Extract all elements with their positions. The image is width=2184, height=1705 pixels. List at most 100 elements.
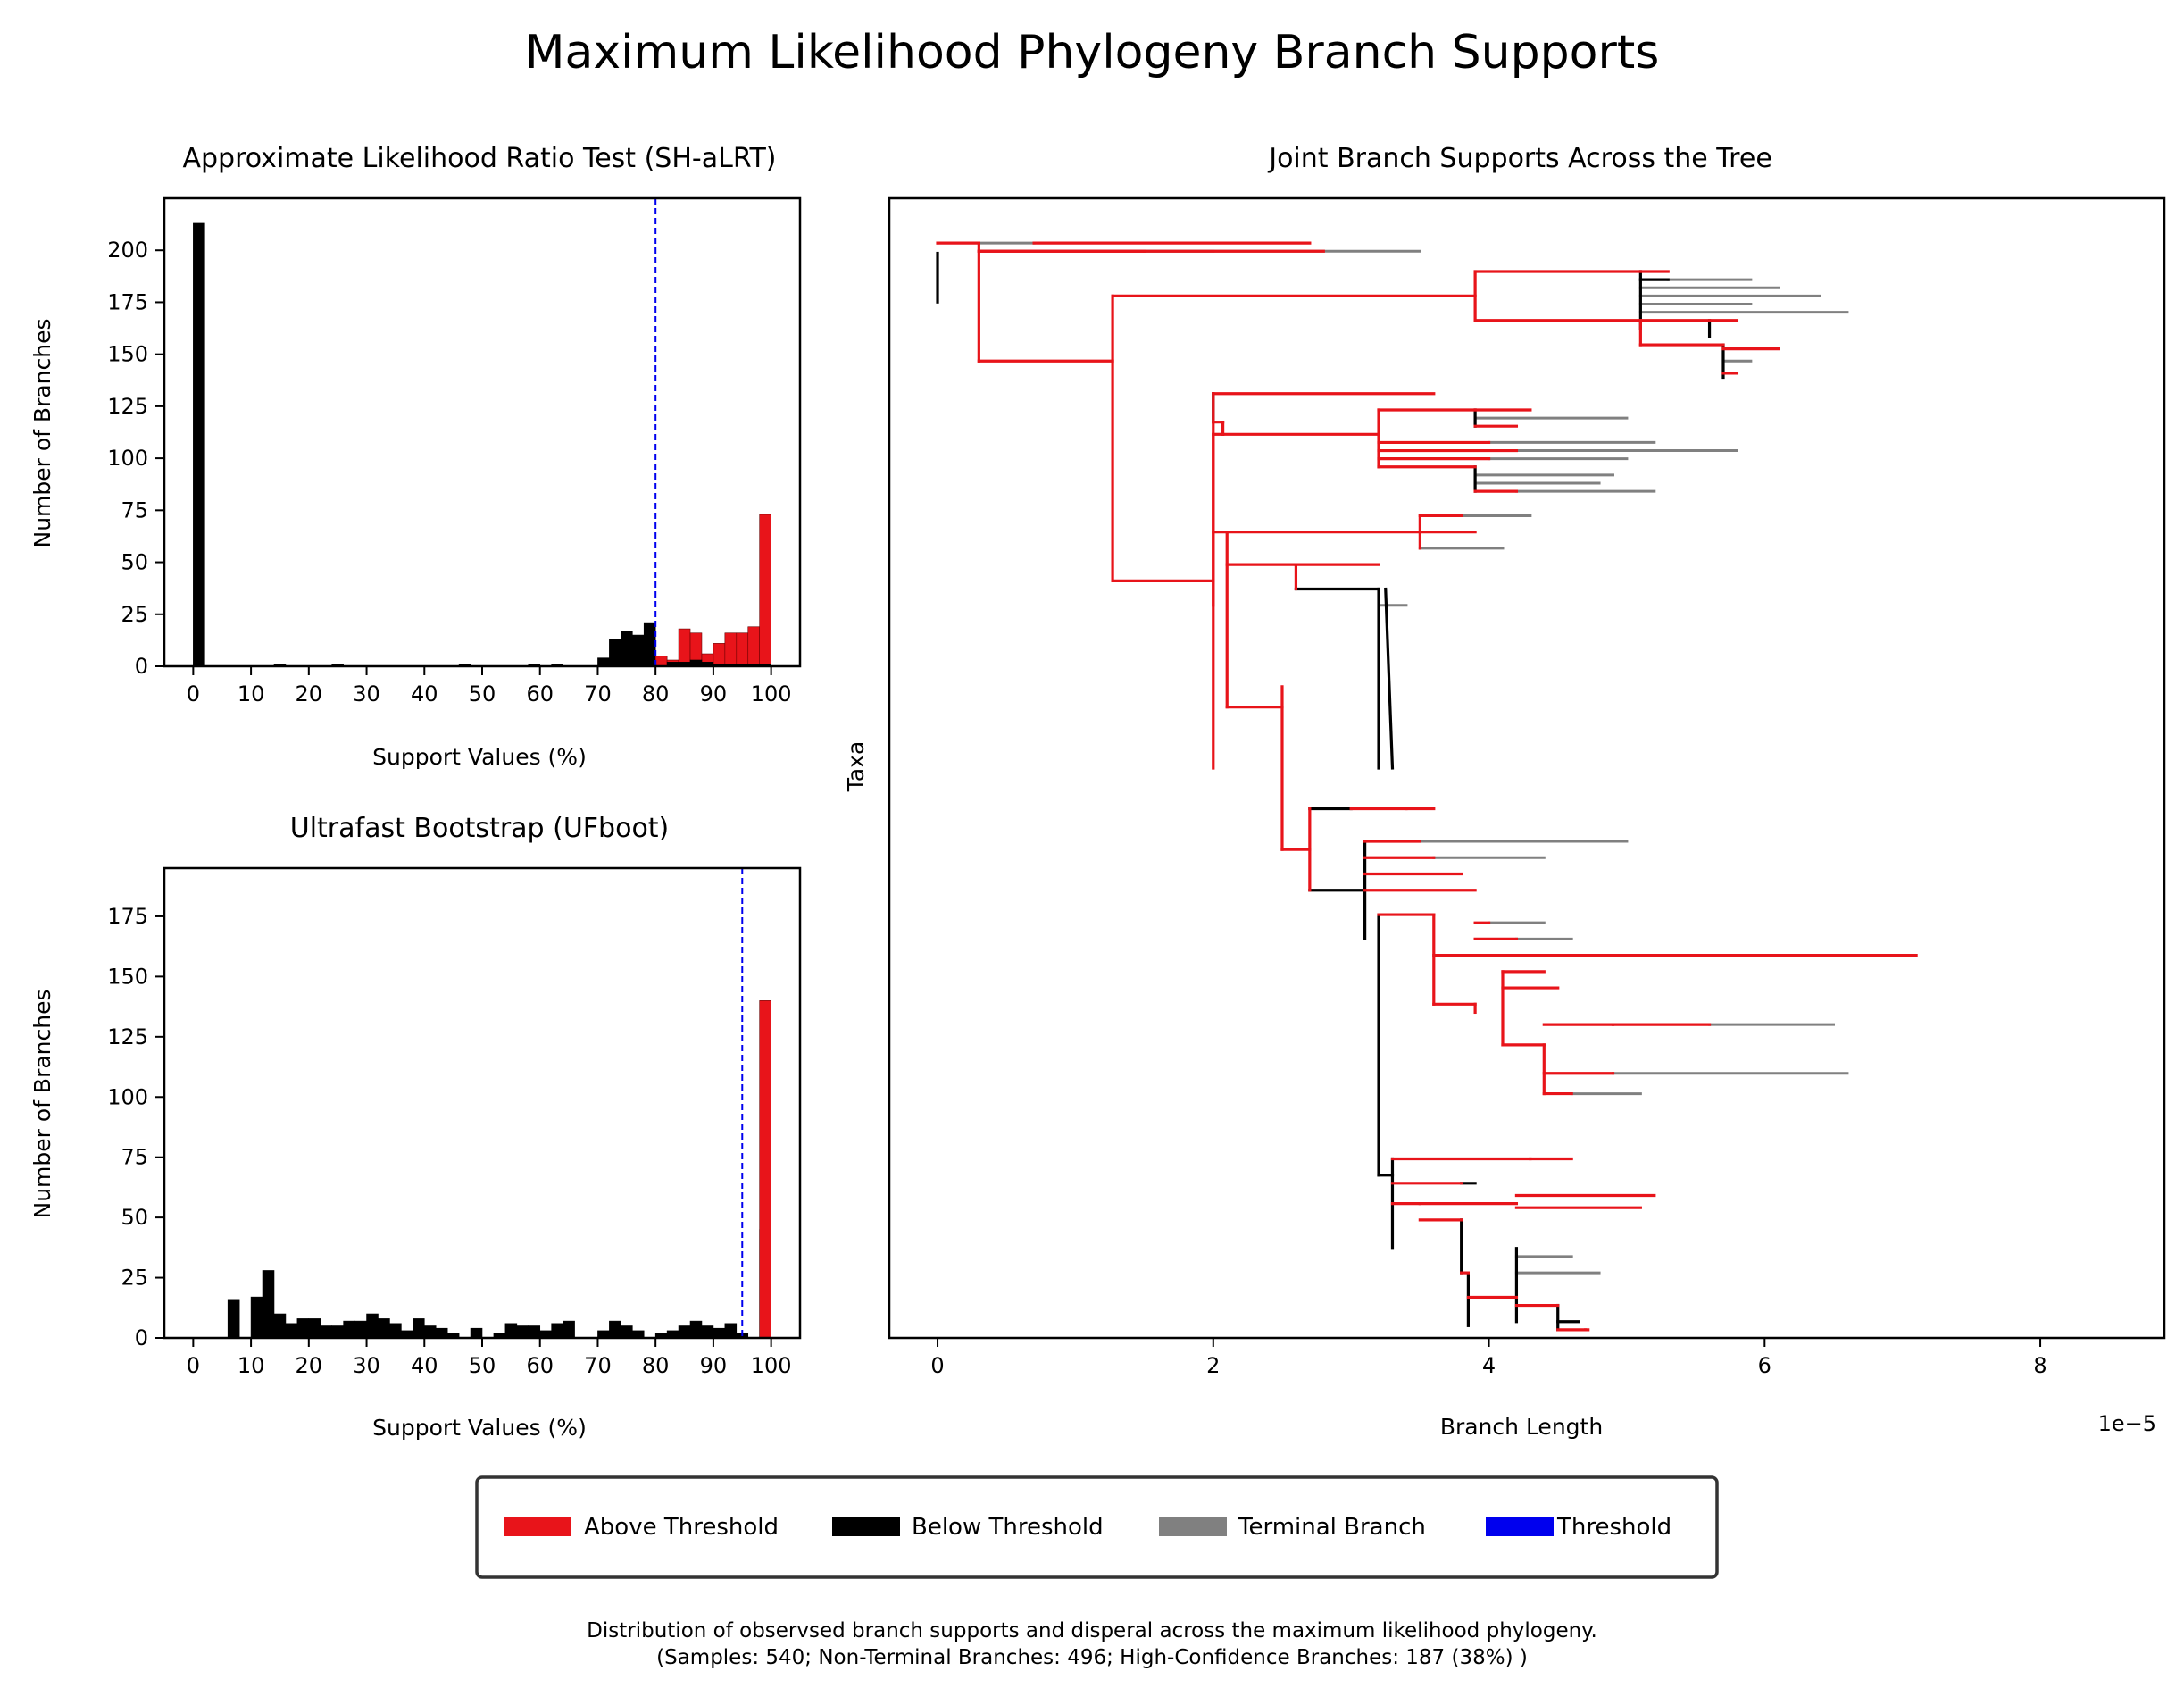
ufboot-x-ticks: 0 10 20 30 40 50 60 70 80 90 100 [187,1338,792,1378]
histogram-bar [285,1323,298,1339]
legend-box [475,1475,1719,1579]
histogram-sh-alrt: Approximate Likelihood Ratio Test (SH-aL… [29,143,802,770]
ufboot-y-ticks: 0 25 50 75 100 125 150 175 [107,904,164,1350]
y-tick-label: 150 [107,342,148,367]
histogram-bar [759,1000,771,1339]
histogram-bar [597,657,610,667]
legend-label-above: Above Threshold [584,1514,779,1541]
histogram-bar [609,1320,621,1339]
histogram-bar [378,1318,390,1339]
x-tick-label: 0 [187,681,200,706]
histogram-bar [621,631,633,667]
histogram-bar [366,1313,379,1339]
x-tick-label: 70 [584,1353,612,1378]
y-tick-label: 175 [107,904,148,929]
histogram-bar [389,1323,402,1339]
histogram-bar [470,1327,483,1339]
y-tick-label: 100 [107,1084,148,1109]
y-tick-label: 50 [121,1205,148,1230]
y-tick-label: 25 [121,602,148,627]
x-tick-label: 80 [642,681,670,706]
histogram-bar [736,632,749,667]
x-tick-label: 0 [187,1353,200,1378]
x-tick-label: 20 [296,681,323,706]
x-tick-label: 90 [700,681,728,706]
histogram-bar [724,1323,738,1339]
x-tick-label: 4 [1482,1353,1496,1378]
legend-item-below: Below Threshold [832,1514,1104,1541]
legend-item-threshold: Threshold [1486,1514,1671,1541]
tree-branches [936,241,1918,1332]
legend-swatch-threshold [1486,1517,1554,1536]
x-tick-label: 20 [296,1353,323,1378]
sh-alrt-ylabel: Number of Branches [29,318,55,547]
histogram-bar [689,1320,703,1339]
x-tick-label: 2 [1206,1353,1220,1378]
sh-alrt-bars [193,222,771,667]
histogram-bar [250,1296,263,1339]
histogram-bar [262,1270,275,1339]
sh-alrt-title: Approximate Likelihood Ratio Test (SH-aL… [182,143,776,174]
ufboot-bars [227,1000,771,1339]
ufboot-ylabel: Number of Branches [29,989,55,1218]
histogram-bar [227,1299,240,1339]
histogram-bar [413,1318,425,1339]
x-tick-label: 100 [751,1353,792,1378]
x-tick-label: 70 [584,681,612,706]
histogram-bar [343,1320,355,1339]
sh-alrt-x-ticks: 0 10 20 30 40 50 60 70 80 90 100 [187,666,792,706]
x-tick-label: 30 [353,681,380,706]
histogram-bar [320,1325,333,1339]
histogram-bar [296,1318,310,1339]
y-tick-label: 175 [107,289,148,314]
legend-item-above: Above Threshold [504,1514,779,1541]
histogram-bar [621,1325,633,1339]
x-tick-label: 0 [930,1353,944,1378]
caption-line-1: Distribution of observsed branch support… [587,1619,1597,1642]
histogram-ufboot: Ultrafast Bootstrap (UFboot) 0 10 20 30 40 50… [29,813,802,1441]
tree-x-offset-label: 1e−5 [2098,1411,2156,1436]
legend: Above Threshold Below Threshold Terminal… [475,1475,1719,1579]
x-tick-label: 50 [469,1353,496,1378]
legend-swatch-terminal [1159,1517,1227,1536]
x-tick-label: 10 [238,681,265,706]
histogram-bar [713,1327,726,1339]
legend-swatch-below [832,1517,900,1536]
x-tick-label: 100 [751,681,792,706]
x-tick-label: 90 [700,1353,728,1378]
y-tick-label: 125 [107,1024,148,1049]
histogram-bar [435,1327,448,1339]
y-tick-label: 150 [107,964,148,989]
y-tick-label: 75 [121,1145,148,1170]
legend-item-terminal: Terminal Branch [1159,1514,1426,1541]
x-tick-label: 30 [353,1353,380,1378]
y-tick-label: 125 [107,394,148,419]
histogram-bar [678,1325,691,1339]
tree-axes-frame [888,196,2166,1340]
histogram-bar [551,1323,563,1339]
sh-alrt-axes-frame [163,196,802,668]
legend-label-threshold: Threshold [1556,1514,1671,1541]
x-tick-label: 40 [411,681,438,706]
y-tick-label: 100 [107,446,148,471]
x-tick-label: 60 [526,681,554,706]
legend-swatch-above [504,1517,571,1536]
histogram-bar [678,628,691,667]
histogram-bar [528,1325,541,1339]
histogram-bar [759,514,771,667]
legend-label-below: Below Threshold [912,1514,1104,1541]
x-tick-label: 6 [1758,1353,1771,1378]
histogram-bar [631,634,645,667]
sh-alrt-y-ticks: 0 25 50 75 100 125 150 175 200 [107,238,164,679]
sh-alrt-xlabel: Support Values (%) [372,744,587,770]
histogram-bar [308,1318,321,1339]
x-tick-label: 50 [469,681,496,706]
legend-label-terminal: Terminal Branch [1238,1514,1426,1541]
y-tick-label: 200 [107,238,148,263]
y-tick-label: 0 [135,654,148,679]
y-tick-label: 75 [121,497,148,522]
histogram-bar [423,1325,437,1339]
histogram-bar [643,622,656,667]
tree-xlabel: Branch Length [1440,1414,1603,1440]
